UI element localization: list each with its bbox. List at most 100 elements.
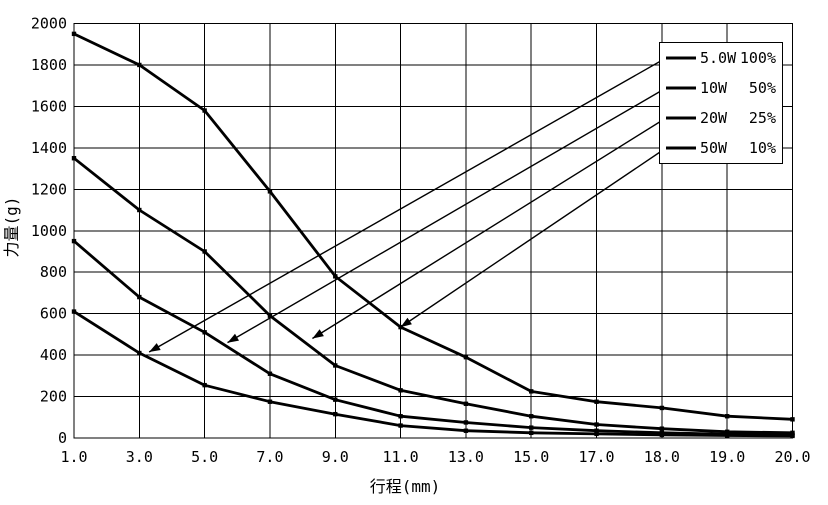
legend-leader-line <box>227 87 667 344</box>
legend-duty-label: 100% <box>740 49 776 67</box>
series-point-marker <box>659 426 665 431</box>
legend-leader-5-0w <box>148 57 667 353</box>
legend-leader-arrowhead <box>400 317 412 328</box>
series-point-marker <box>267 399 273 404</box>
series-point-marker <box>267 313 273 318</box>
y-tick-label: 0 <box>58 429 67 447</box>
legend-leader-10w <box>227 87 667 344</box>
x-tick-label: 13.0 <box>448 448 484 466</box>
series-point-marker <box>71 238 77 244</box>
legend-leader-50w <box>400 147 667 328</box>
series-point-marker <box>267 371 273 376</box>
y-tick-label: 1000 <box>31 222 67 240</box>
series-point-marker <box>202 108 207 113</box>
x-tick-label: 9.0 <box>322 448 349 466</box>
x-tick-label: 3.0 <box>126 448 153 466</box>
y-axis-title: 力量(g) <box>2 197 21 258</box>
legend-layer: 5.0W 100% 10W 50% 20W 25% 50W 10% <box>148 41 784 353</box>
y-tick-label: 1400 <box>31 139 67 157</box>
legend-duty-label: 10% <box>749 139 776 157</box>
y-tick-label: 600 <box>40 305 67 323</box>
series-point-marker <box>594 399 599 404</box>
x-axis-title: 行程(mm) <box>370 477 441 496</box>
legend-leader-arrowhead <box>312 329 324 339</box>
series-point-marker <box>659 432 665 438</box>
series-point-marker <box>333 274 338 279</box>
x-tick-label: 1.0 <box>60 448 87 466</box>
series-point-marker <box>202 330 207 335</box>
legend-duty-label: 25% <box>749 109 776 127</box>
series-point-marker <box>529 430 534 436</box>
series-point-marker <box>137 207 142 213</box>
series-line <box>72 156 794 435</box>
tick-labels-layer: 0 200 400 600 800 1000 1200 1400 1600 1800 2000 1.0… <box>31 15 811 467</box>
series-point-marker <box>137 294 142 300</box>
legend-leader-arrowhead <box>149 343 161 352</box>
x-tick-label: 19.0 <box>709 448 745 466</box>
series-5-0w-100- <box>71 309 795 439</box>
legend-row-20w: 20W 25% <box>666 109 776 127</box>
y-tick-label: 1600 <box>31 97 67 115</box>
series-point-marker <box>529 389 534 394</box>
series-point-marker <box>398 324 403 330</box>
series-point-marker <box>137 62 142 68</box>
series-point-marker <box>463 420 469 425</box>
legend-leader-line <box>148 57 667 353</box>
series-point-marker <box>594 422 599 427</box>
series-point-marker <box>71 156 77 161</box>
series-point-marker <box>724 429 730 434</box>
series-point-marker <box>724 414 730 419</box>
series-point-marker <box>137 350 142 356</box>
legend-leader-arrowhead <box>227 333 239 343</box>
legend-leader-line <box>312 117 667 340</box>
series-point-marker <box>333 397 338 402</box>
legend-leader-20w <box>312 117 667 340</box>
series-point-marker <box>463 354 469 360</box>
series-point-marker <box>529 425 534 430</box>
legend-power-label: 10W <box>700 79 728 97</box>
legend-box <box>658 41 784 165</box>
series-point-marker <box>724 433 730 438</box>
legend-row-50w: 50W 10% <box>666 139 776 157</box>
series-point-marker <box>398 414 403 419</box>
x-tick-label: 15.0 <box>513 448 549 466</box>
legend-leader-line <box>400 147 667 328</box>
legend-duty-label: 50% <box>749 79 776 97</box>
x-tick-label: 7.0 <box>256 448 283 466</box>
series-point-marker <box>463 428 469 433</box>
series-point-marker <box>594 431 599 437</box>
x-tick-label: 18.0 <box>644 448 680 466</box>
series-point-marker <box>398 423 403 428</box>
series-point-marker <box>202 382 207 388</box>
series-50w-10- <box>71 31 795 422</box>
series-point-marker <box>659 405 665 411</box>
legend-power-label: 20W <box>700 109 728 127</box>
y-tick-label: 2000 <box>31 15 67 33</box>
x-tick-label: 11.0 <box>383 448 419 466</box>
series-point-marker <box>202 249 207 254</box>
series-point-marker <box>790 417 795 422</box>
series-point-marker <box>594 428 599 433</box>
series-point-marker <box>529 414 534 419</box>
legend-power-label: 50W <box>700 139 728 157</box>
series-point-marker <box>790 433 795 439</box>
legend-row-5-0w: 5.0W 100% <box>666 49 776 67</box>
series-point-marker <box>398 388 403 393</box>
series-line <box>72 310 794 438</box>
x-tick-label: 5.0 <box>191 448 218 466</box>
series-point-marker <box>463 401 469 407</box>
legend-row-10w: 10W 50% <box>666 79 776 97</box>
y-tick-label: 1200 <box>31 180 67 198</box>
series-point-marker <box>333 363 338 368</box>
plot-border <box>73 22 794 439</box>
legend-power-label: 5.0W <box>700 49 737 67</box>
series-20w-25- <box>71 156 795 436</box>
x-tick-label: 20.0 <box>774 448 810 466</box>
series-point-marker <box>71 31 77 37</box>
series-point-marker <box>333 411 338 417</box>
y-tick-label: 1800 <box>31 56 67 74</box>
x-tick-label: 17.0 <box>578 448 614 466</box>
series-point-marker <box>267 189 273 194</box>
